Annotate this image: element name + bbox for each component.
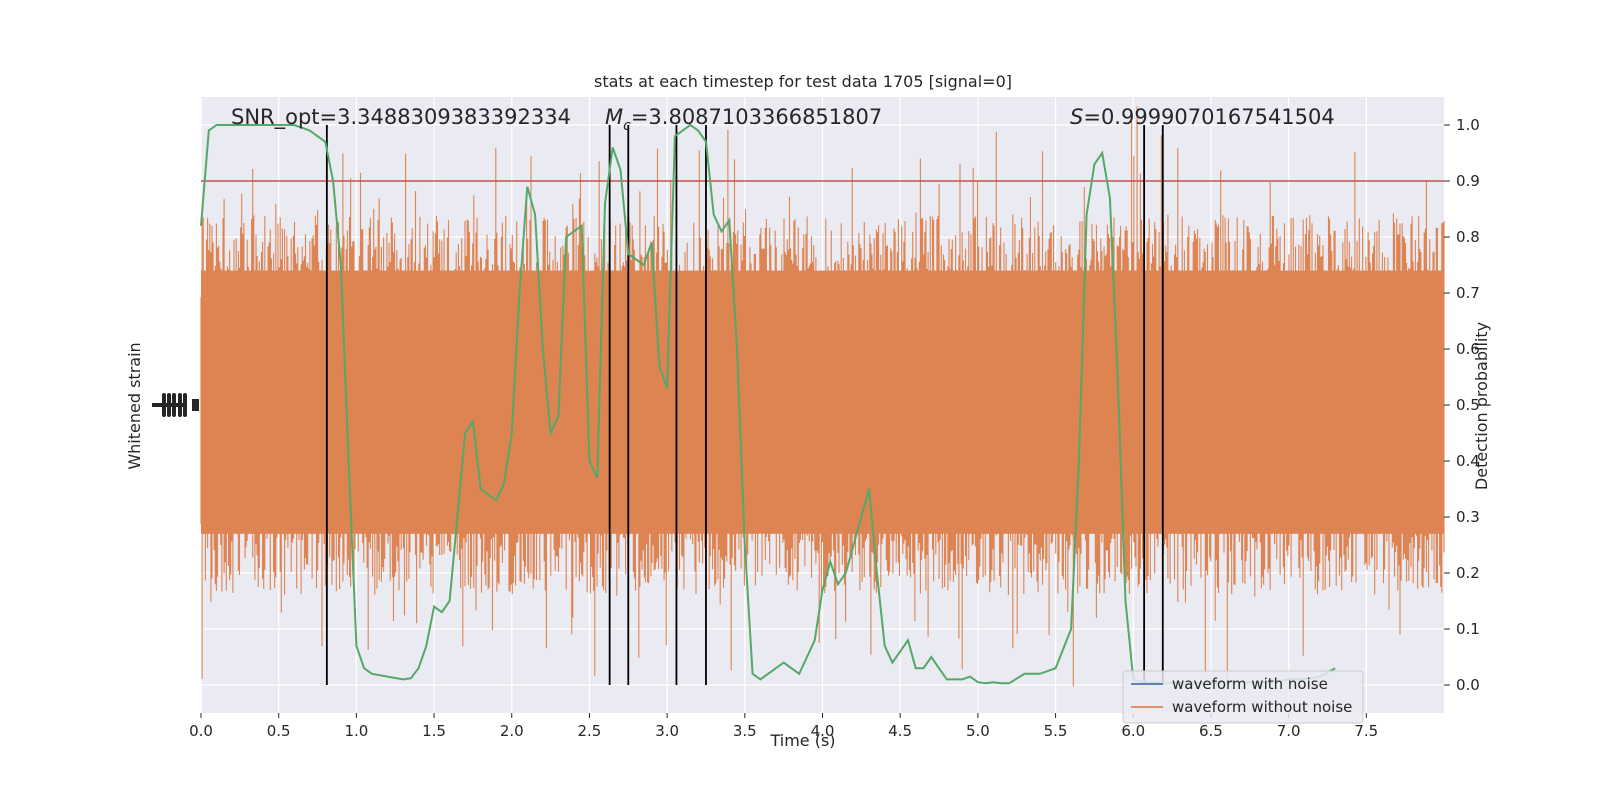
y-right-tick-label: 0.9	[1456, 172, 1480, 190]
x-tick-label: 4.0	[811, 722, 835, 740]
clean-waveform-series	[200, 106, 1445, 687]
legend-entry-noise: waveform with noise	[1172, 675, 1328, 693]
y-right-tick-label: 0.4	[1456, 452, 1480, 470]
y-right-tick-label: 0.3	[1456, 508, 1480, 526]
strain-tick-glyph	[178, 393, 182, 417]
x-tick-label: 4.5	[888, 722, 912, 740]
chart-title: stats at each timestep for test data 170…	[594, 72, 1012, 91]
mc-subscript: c	[623, 118, 631, 134]
snr-annotation: SNR_opt=3.3488309383392334	[231, 105, 571, 130]
x-tick-label: 1.0	[344, 722, 368, 740]
s-annotation: S=0.9999070167541504	[1070, 105, 1335, 129]
x-tick-label: 3.5	[733, 722, 757, 740]
clean-waveform-trace	[200, 106, 1445, 687]
y-right-tick-label: 0.2	[1456, 564, 1480, 582]
x-tick-label: 1.5	[422, 722, 446, 740]
y-right-tick-label: 0.1	[1456, 620, 1480, 638]
s-value: =0.9999070167541504	[1083, 105, 1334, 129]
x-tick-label: 0.5	[267, 722, 291, 740]
probability-line	[200, 123, 1336, 685]
legend-box	[1122, 670, 1364, 724]
legend: waveform with noise waveform without noi…	[1122, 670, 1364, 724]
y-right-tick-label: 0.5	[1456, 396, 1480, 414]
x-tick-label: 3.0	[655, 722, 679, 740]
y-right-axis-ticks: 0.0 0.1 0.2 0.3 0.4 0.5 0.6 0.7 0.8 0.9 1.0	[1444, 116, 1480, 694]
x-tick-label: 0.0	[189, 722, 213, 740]
y-right-tick-label: 0.0	[1456, 676, 1480, 694]
x-tick-label: 6.0	[1121, 722, 1145, 740]
chirp-mass-annotation: Mc=3.8087103366851807	[605, 105, 882, 134]
vertical-markers	[325, 125, 1164, 685]
x-axis-ticks: 0.0 0.5 1.0 1.5 2.0 2.5 3.0 3.5 4.0 4.5 5.0 5.5 6.0 6…	[189, 713, 1378, 740]
x-tick-label: 6.5	[1199, 722, 1223, 740]
y-right-axis-label: Detection probability	[1472, 322, 1491, 490]
x-tick-label: 2.0	[500, 722, 524, 740]
y-right-tick-label: 0.7	[1456, 284, 1480, 302]
y-right-tick-label: 1.0	[1456, 116, 1480, 134]
probability-series	[200, 123, 1336, 685]
left-axis-tick-glyphs	[152, 393, 199, 417]
x-tick-label: 5.5	[1044, 722, 1068, 740]
x-tick-label: 2.5	[578, 722, 602, 740]
mc-value: =3.8087103366851807	[631, 105, 882, 129]
strain-tick-glyph	[172, 393, 176, 417]
x-tick-label: 5.0	[966, 722, 990, 740]
x-axis-label: Time (s)	[769, 731, 835, 750]
y-right-tick-label: 0.8	[1456, 228, 1480, 246]
legend-entry-clean: waveform without noise	[1172, 698, 1352, 716]
strain-tick-glyph	[167, 393, 171, 417]
strain-tick-glyph-end	[192, 399, 199, 411]
x-tick-label: 7.0	[1277, 722, 1301, 740]
y-right-tick-label: 0.6	[1456, 340, 1480, 358]
y-left-axis-label: Whitened strain	[125, 342, 144, 469]
mc-symbol: M	[605, 105, 623, 129]
s-symbol: S	[1070, 105, 1083, 129]
strain-tick-glyph	[183, 393, 187, 417]
x-tick-label: 7.5	[1354, 722, 1378, 740]
strain-tick-glyph	[162, 393, 166, 417]
